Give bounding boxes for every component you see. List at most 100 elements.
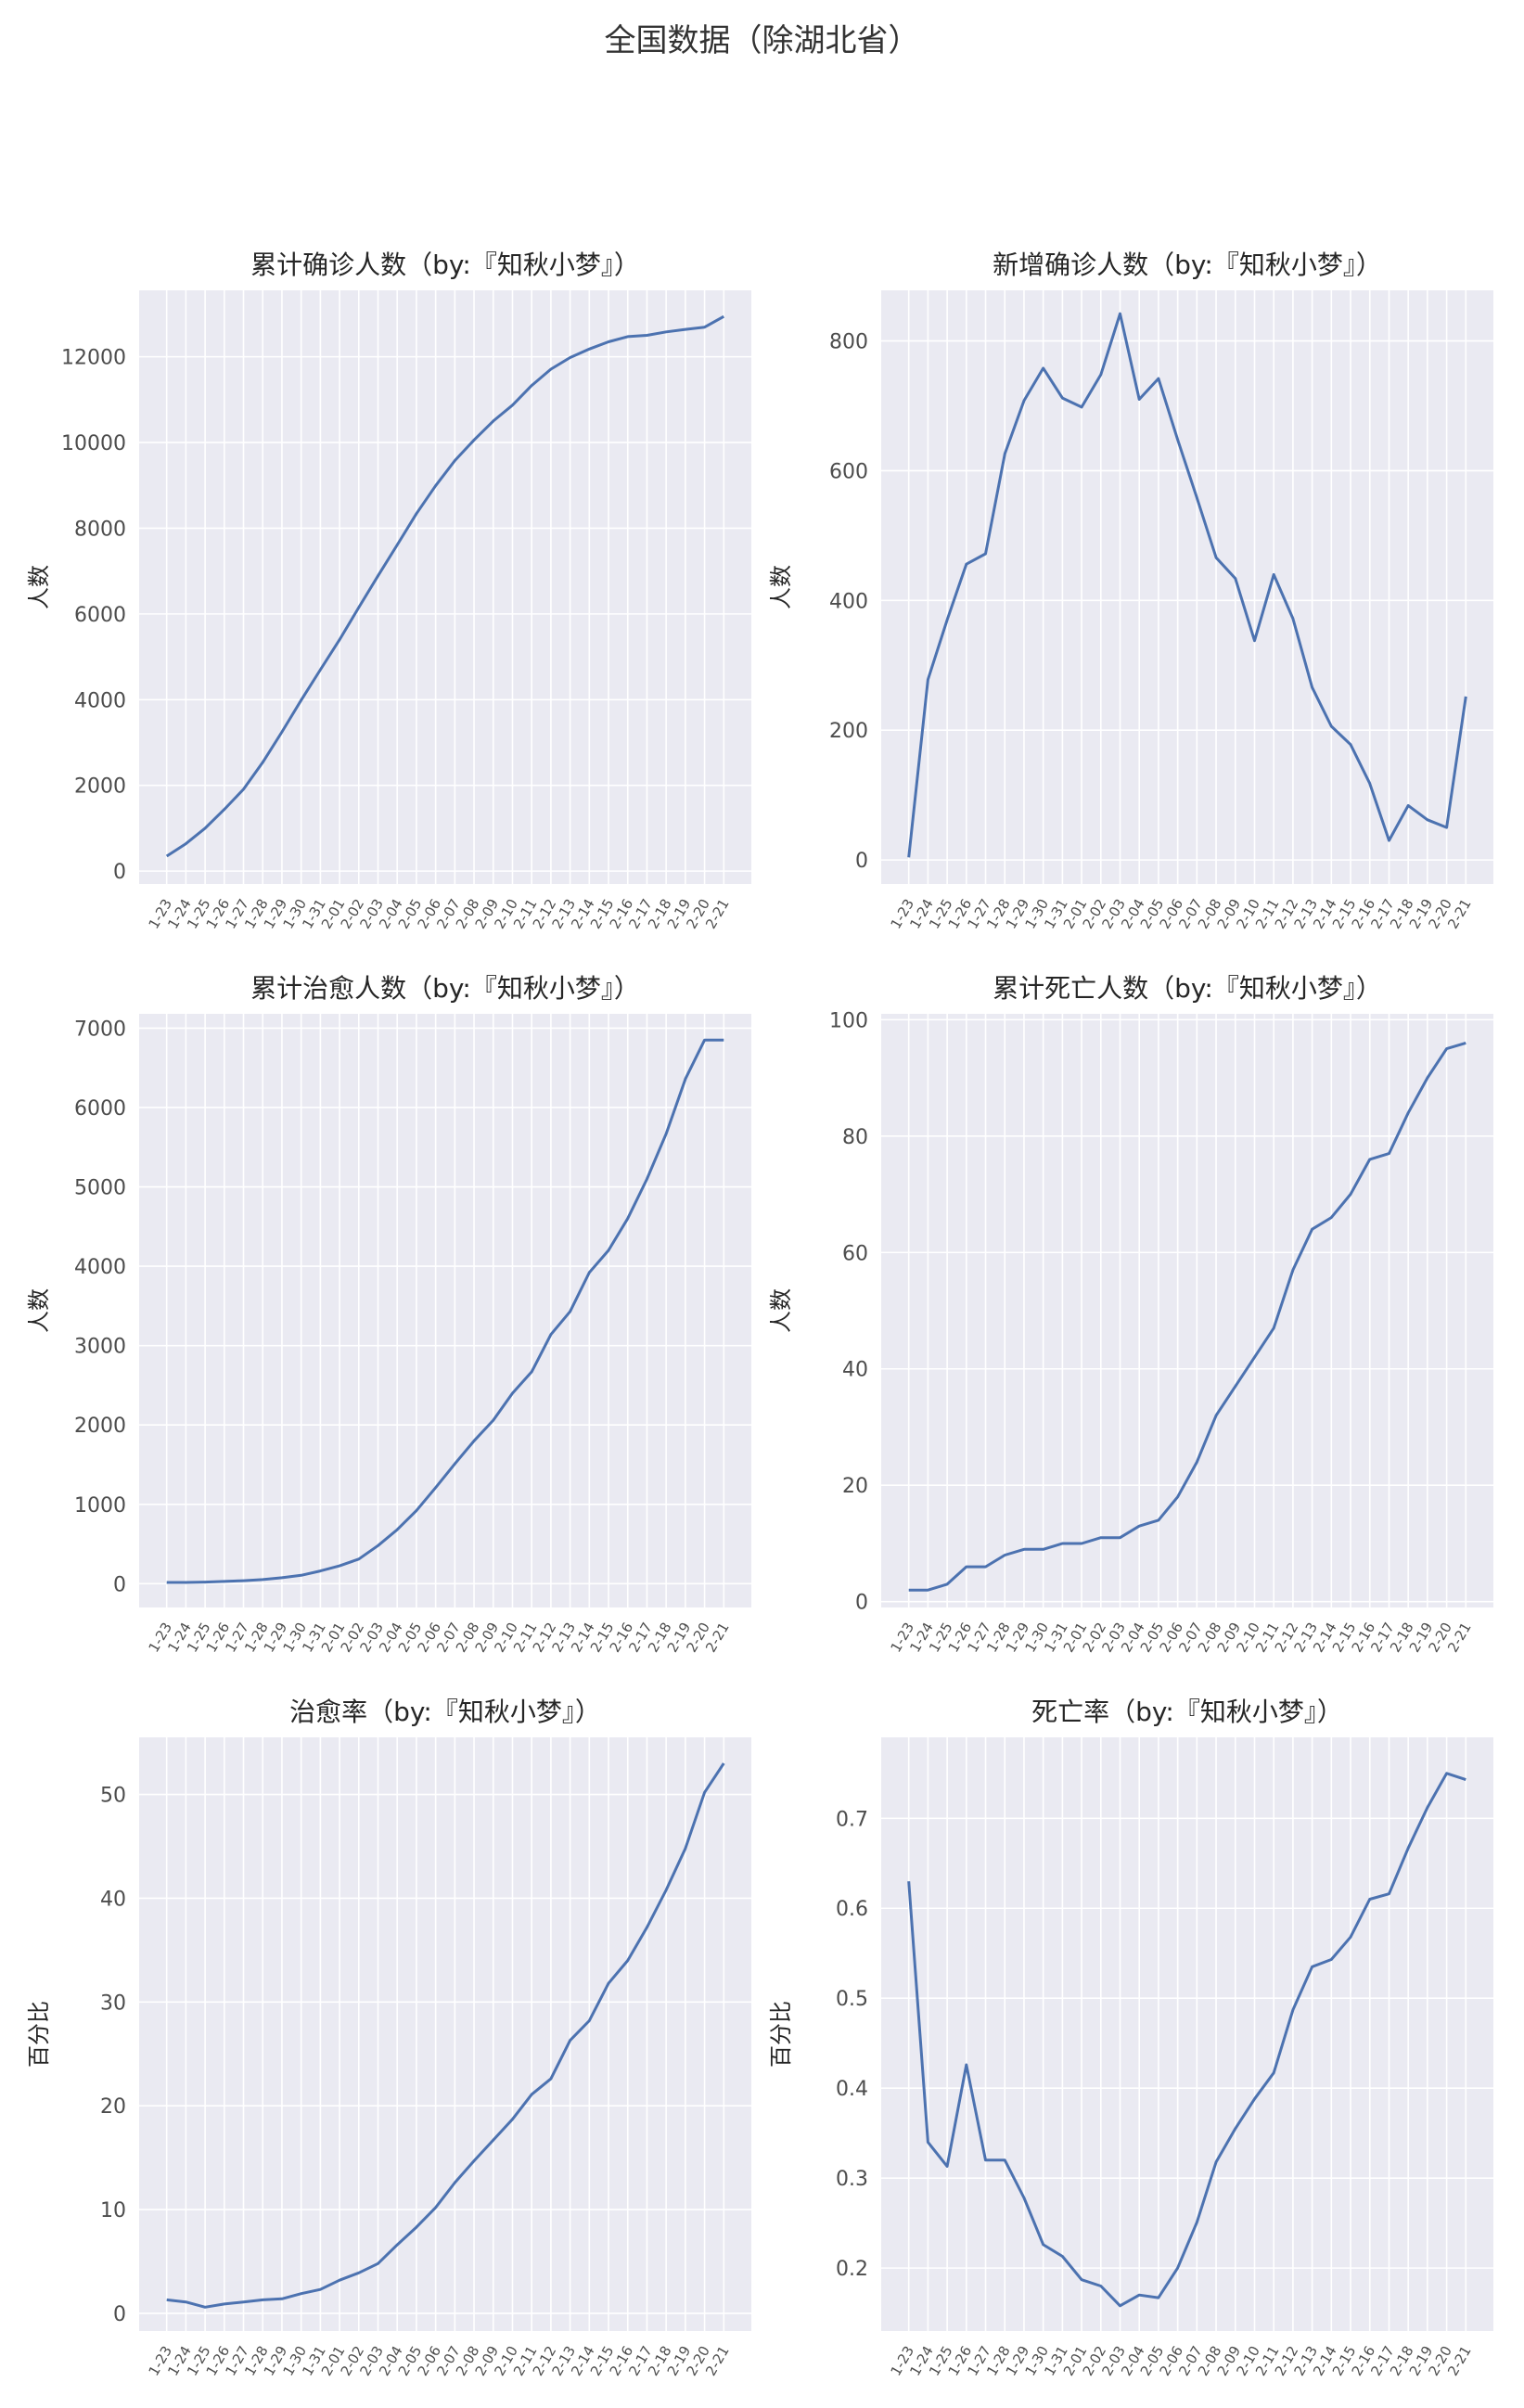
y-tick-label: 4000 xyxy=(74,689,126,712)
chart-svg-cure-rate: 010203040501-231-241-251-261-271-281-291… xyxy=(26,1697,751,2378)
data-point xyxy=(1042,2243,1045,2247)
data-point xyxy=(184,2300,187,2304)
data-point xyxy=(415,512,418,516)
data-point xyxy=(587,2018,591,2022)
y-tick-label: 10000 xyxy=(61,432,126,455)
data-point xyxy=(945,618,949,621)
data-point xyxy=(1042,366,1045,370)
data-point xyxy=(1137,2293,1141,2297)
data-point xyxy=(1406,1846,1410,1850)
data-point xyxy=(945,1582,949,1586)
data-point xyxy=(569,356,572,360)
y-tick-label: 0 xyxy=(855,850,868,873)
y-tick-label: 3000 xyxy=(74,1336,126,1359)
y-tick-label: 2000 xyxy=(74,1415,126,1438)
series-line xyxy=(907,1772,1466,2308)
chart-cumulative-cured: 0 1000 2000 3000 4000 5000 6000 7000 1-23 1-24 1-2… xyxy=(0,955,761,1679)
data-point xyxy=(415,1509,418,1513)
y-tick-label: 12000 xyxy=(61,347,126,370)
data-point xyxy=(223,1580,226,1583)
data-point xyxy=(1099,373,1103,377)
y-tick-label: 600 xyxy=(829,460,868,483)
data-point xyxy=(1445,1047,1449,1051)
data-point xyxy=(377,2261,380,2265)
data-point xyxy=(1234,577,1237,581)
y-axis-label: 人数 xyxy=(768,1288,794,1333)
y-tick-label: 6000 xyxy=(74,1097,126,1121)
data-point xyxy=(1272,1326,1275,1330)
y-tick-label: 0 xyxy=(113,2303,126,2326)
data-point xyxy=(338,638,341,642)
data-point xyxy=(1157,2296,1160,2299)
data-point xyxy=(1176,438,1180,442)
y-tick-label: 0.2 xyxy=(836,2258,868,2281)
data-point xyxy=(1252,2097,1256,2101)
data-point xyxy=(626,1959,630,1963)
data-point xyxy=(223,808,226,812)
data-point xyxy=(569,1310,572,1313)
data-point xyxy=(261,2298,264,2301)
data-point xyxy=(722,1038,725,1042)
data-point xyxy=(453,458,456,462)
data-point xyxy=(510,1391,514,1395)
data-point xyxy=(926,678,929,682)
data-point xyxy=(1099,1536,1103,1540)
data-point xyxy=(377,1543,380,1547)
y-tick-label: 0 xyxy=(113,1573,126,1596)
data-point xyxy=(510,2118,514,2121)
plot-background xyxy=(139,1737,751,2331)
data-point xyxy=(261,761,264,764)
chart-svg-death-rate: 0.20.30.40.50.60.71-231-241-251-261-271-… xyxy=(768,1697,1493,2378)
y-tick-label: 0.7 xyxy=(836,1808,868,1831)
data-point xyxy=(607,339,610,343)
y-tick-label: 0 xyxy=(113,861,126,884)
data-point xyxy=(203,826,207,830)
data-point xyxy=(395,1528,399,1531)
y-axis-label: 百分比 xyxy=(26,2001,52,2068)
data-point xyxy=(357,2271,361,2274)
data-point xyxy=(549,1333,553,1337)
y-tick-label: 0.6 xyxy=(836,1898,868,1921)
y-tick-label: 50 xyxy=(100,1785,126,1808)
data-point xyxy=(242,2300,246,2304)
y-tick-label: 20 xyxy=(100,2095,126,2119)
data-point xyxy=(1406,803,1410,807)
plot-background xyxy=(139,290,751,884)
data-point xyxy=(1406,1111,1410,1115)
data-point xyxy=(492,2138,495,2142)
y-tick-label: 2000 xyxy=(74,775,126,799)
data-point xyxy=(184,1581,187,1584)
data-point xyxy=(318,668,322,672)
data-point xyxy=(926,2140,929,2144)
data-point xyxy=(1311,685,1314,689)
data-point xyxy=(965,562,968,566)
data-point xyxy=(1311,1227,1314,1231)
data-point xyxy=(492,1418,495,1422)
data-point xyxy=(1195,2221,1198,2224)
data-point xyxy=(1329,724,1333,728)
data-point xyxy=(1157,1518,1160,1522)
data-point xyxy=(1022,399,1026,403)
chart-title: 治愈率（by:『知秋小梦』） xyxy=(289,1697,601,1727)
data-point xyxy=(1234,1385,1237,1389)
y-axis-label: 人数 xyxy=(26,565,52,609)
data-point xyxy=(472,2159,476,2163)
data-point xyxy=(165,1581,169,1584)
data-point xyxy=(607,1249,610,1252)
plot-background xyxy=(881,1014,1493,1607)
y-tick-label: 0.5 xyxy=(836,1988,868,2011)
data-point xyxy=(1137,1524,1141,1528)
data-point xyxy=(684,327,687,331)
data-point xyxy=(338,2278,341,2282)
data-point xyxy=(377,574,380,578)
y-tick-label: 200 xyxy=(829,720,868,743)
data-point xyxy=(357,606,361,609)
y-tick-label: 40 xyxy=(100,1888,126,1911)
data-point xyxy=(1368,782,1372,786)
y-tick-label: 5000 xyxy=(74,1177,126,1200)
data-point xyxy=(1119,312,1122,315)
data-point xyxy=(1099,2285,1103,2288)
y-axis-label: 百分比 xyxy=(768,2001,794,2068)
y-tick-label: 80 xyxy=(842,1126,868,1149)
data-point xyxy=(645,1926,648,1929)
